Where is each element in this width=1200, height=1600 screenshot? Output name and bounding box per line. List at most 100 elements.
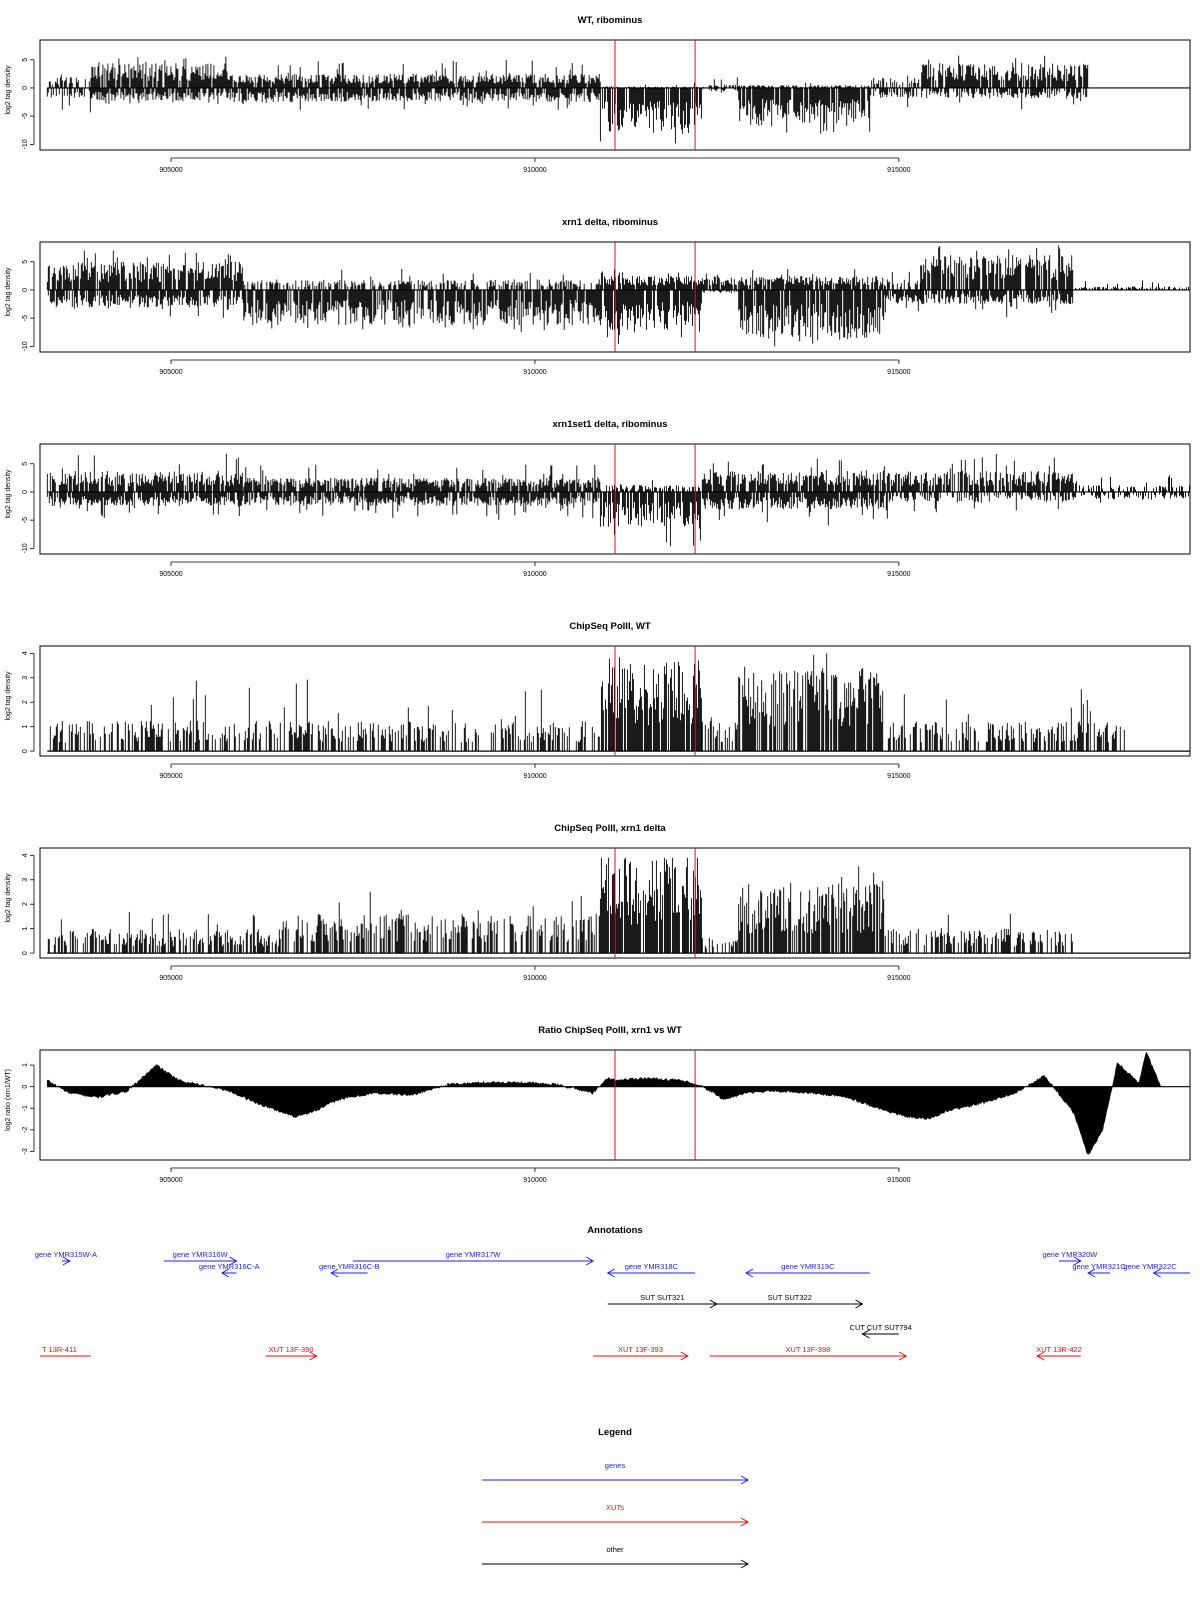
- y-tick-label: 5: [22, 58, 29, 62]
- y-axis-label: log2 tag density: [5, 65, 12, 115]
- annotation-arrowhead: [1036, 1351, 1045, 1361]
- legend-title: Legend: [598, 1427, 632, 1438]
- annotation-arrowhead: [1087, 1268, 1096, 1278]
- annotation-label: XUT 13R-422: [1036, 1345, 1082, 1354]
- y-axis-label: log2 tag density: [5, 671, 12, 721]
- legend-genes-label: genes: [605, 1461, 626, 1470]
- y-tick-label: 0: [22, 490, 29, 494]
- panel-wt-ribominus: WT, ribominus log2 tag density 5 0 -5 -10 90…: [5, 15, 1191, 174]
- negative-signal-bars: [46, 87, 1088, 144]
- y-tick-label: 1: [22, 725, 29, 729]
- x-tick-label: 915000: [887, 167, 910, 174]
- y-tick-label: -5: [22, 113, 29, 119]
- chart-title: Ratio ChipSeq PolII, xrn1 vs WT: [538, 1025, 682, 1036]
- annotation-label: CUT CUT SUT794: [850, 1323, 912, 1332]
- data-marks: 5 0 -5 -10 905000 910000 915000: [22, 241, 1191, 376]
- x-tick-label: 905000: [159, 773, 182, 780]
- panel-ratio: Ratio ChipSeq PolII, xrn1 vs WT log2 rat…: [5, 1025, 1191, 1184]
- x-tick-label: 915000: [887, 369, 910, 376]
- chart-title: ChipSeq PolII, WT: [569, 621, 650, 632]
- y-tick-label: 5: [22, 462, 29, 466]
- annotation-arrowhead: [229, 1256, 238, 1266]
- legend-other-arrowhead: [740, 1559, 750, 1569]
- y-axis-label: log2 tag density: [5, 469, 12, 519]
- annotation-arrowhead: [1073, 1256, 1082, 1266]
- x-tick-label: 905000: [159, 369, 182, 376]
- positive-signal-bars: [47, 857, 1073, 954]
- annotation-arrowhead: [606, 1268, 615, 1278]
- annotations-panel: Annotations gene YMR315W-A gene YMR316W ge…: [35, 1225, 1190, 1361]
- annotation-marks: gene YMR315W-A gene YMR316W gene YMR316C-A…: [35, 1250, 1190, 1361]
- y-tick-label: 0: [22, 951, 29, 955]
- chart-title: xrn1set1 delta, ribominus: [552, 419, 667, 430]
- annotation-arrowhead: [220, 1268, 230, 1278]
- annotation-arrowhead: [330, 1268, 339, 1278]
- positive-signal-bars: [49, 653, 1125, 752]
- y-tick-label: -5: [22, 315, 29, 321]
- y-tick-label: 4: [22, 853, 29, 857]
- y-tick-label: -10: [22, 139, 29, 149]
- negative-signal-bars: [47, 289, 1074, 347]
- x-tick-label: 910000: [523, 167, 546, 174]
- x-tick-label: 915000: [887, 571, 910, 578]
- y-tick-label: 2: [22, 700, 29, 704]
- data-marks: 5 0 -5 -10 905000 910000 915000: [22, 39, 1191, 174]
- annotation-label: gene YMR319C: [781, 1262, 835, 1271]
- annotation-label: gene YMR321C: [1072, 1262, 1126, 1271]
- annotation-label: gene YMR317W: [446, 1250, 502, 1259]
- annotation-arrowhead: [861, 1329, 870, 1339]
- y-tick-label: 0: [22, 288, 29, 292]
- x-tick-label: 905000: [159, 571, 182, 578]
- annotation-arrowhead: [745, 1268, 754, 1278]
- y-tick-label: 4: [22, 651, 29, 655]
- annotation-arrowhead: [309, 1351, 318, 1361]
- y-tick-label: 5: [22, 260, 29, 264]
- x-tick-label: 905000: [159, 1177, 182, 1184]
- annotation-arrowhead: [1152, 1268, 1161, 1278]
- y-tick-label: 1: [22, 1063, 29, 1067]
- y-tick-label: 3: [22, 878, 29, 882]
- y-tick-label: -3: [22, 1148, 29, 1154]
- panel-chipseq-wt: ChipSeq PolII, WT log2 tag density 0 1 2 3 4…: [5, 621, 1191, 780]
- annotation-arrowhead: [585, 1256, 595, 1266]
- annotation-label: SUT SUT321: [640, 1293, 684, 1302]
- y-tick-label: 3: [22, 676, 29, 680]
- annotation-label: XUT 13F-390: [269, 1345, 314, 1354]
- x-tick-label: 910000: [523, 975, 546, 982]
- ratio-area: [47, 1051, 1162, 1155]
- legend-xuts-arrowhead: [740, 1517, 750, 1527]
- x-tick-label: 910000: [523, 369, 546, 376]
- positive-signal-bars: [46, 245, 1189, 290]
- chart-title: xrn1 delta, ribominus: [562, 217, 658, 228]
- x-tick-label: 905000: [159, 167, 182, 174]
- panel-xrn1set1-ribominus: xrn1set1 delta, ribominus log2 tag densi…: [5, 419, 1191, 578]
- y-tick-label: 0: [22, 749, 29, 753]
- positive-signal-bars: [46, 453, 1190, 492]
- annotation-label: gene YMR316C-B: [319, 1262, 380, 1271]
- annotations-title: Annotations: [587, 1225, 642, 1236]
- x-tick-label: 910000: [523, 1177, 546, 1184]
- panel-chipseq-xrn1: ChipSeq PolII, xrn1 delta log2 tag densi…: [5, 823, 1191, 982]
- positive-signal-bars: [48, 55, 1089, 88]
- annotation-label: gene YMR320W: [1042, 1250, 1098, 1259]
- y-axis-label: log2 ratio (xrn1/WT): [5, 1069, 12, 1131]
- x-tick-label: 905000: [159, 975, 182, 982]
- legend-xuts-label: XUTs: [606, 1503, 624, 1512]
- annotation-label: XUT 13F-398: [785, 1345, 830, 1354]
- annotation-label: gene YMR316W: [173, 1250, 229, 1259]
- x-tick-label: 915000: [887, 1177, 910, 1184]
- chart-title: WT, ribominus: [578, 15, 643, 26]
- annotation-label: gene YMR322C: [1123, 1262, 1177, 1271]
- data-marks: 0 1 2 3 4 905000 910000 915000: [22, 645, 1191, 780]
- x-tick-label: 915000: [887, 773, 910, 780]
- annotation-label: gene YMR315W-A: [35, 1250, 97, 1259]
- y-tick-label: -1: [22, 1105, 29, 1111]
- data-marks: 1 0 -1 -2 -3 905000 910000 915000: [22, 1049, 1191, 1184]
- y-axis-label: log2 tag density: [5, 873, 12, 923]
- y-tick-label: -2: [22, 1127, 29, 1133]
- x-tick-label: 910000: [523, 571, 546, 578]
- y-tick-label: 0: [22, 1085, 29, 1089]
- legend-genes-arrowhead: [740, 1475, 750, 1485]
- annotation-arrowhead: [898, 1351, 908, 1361]
